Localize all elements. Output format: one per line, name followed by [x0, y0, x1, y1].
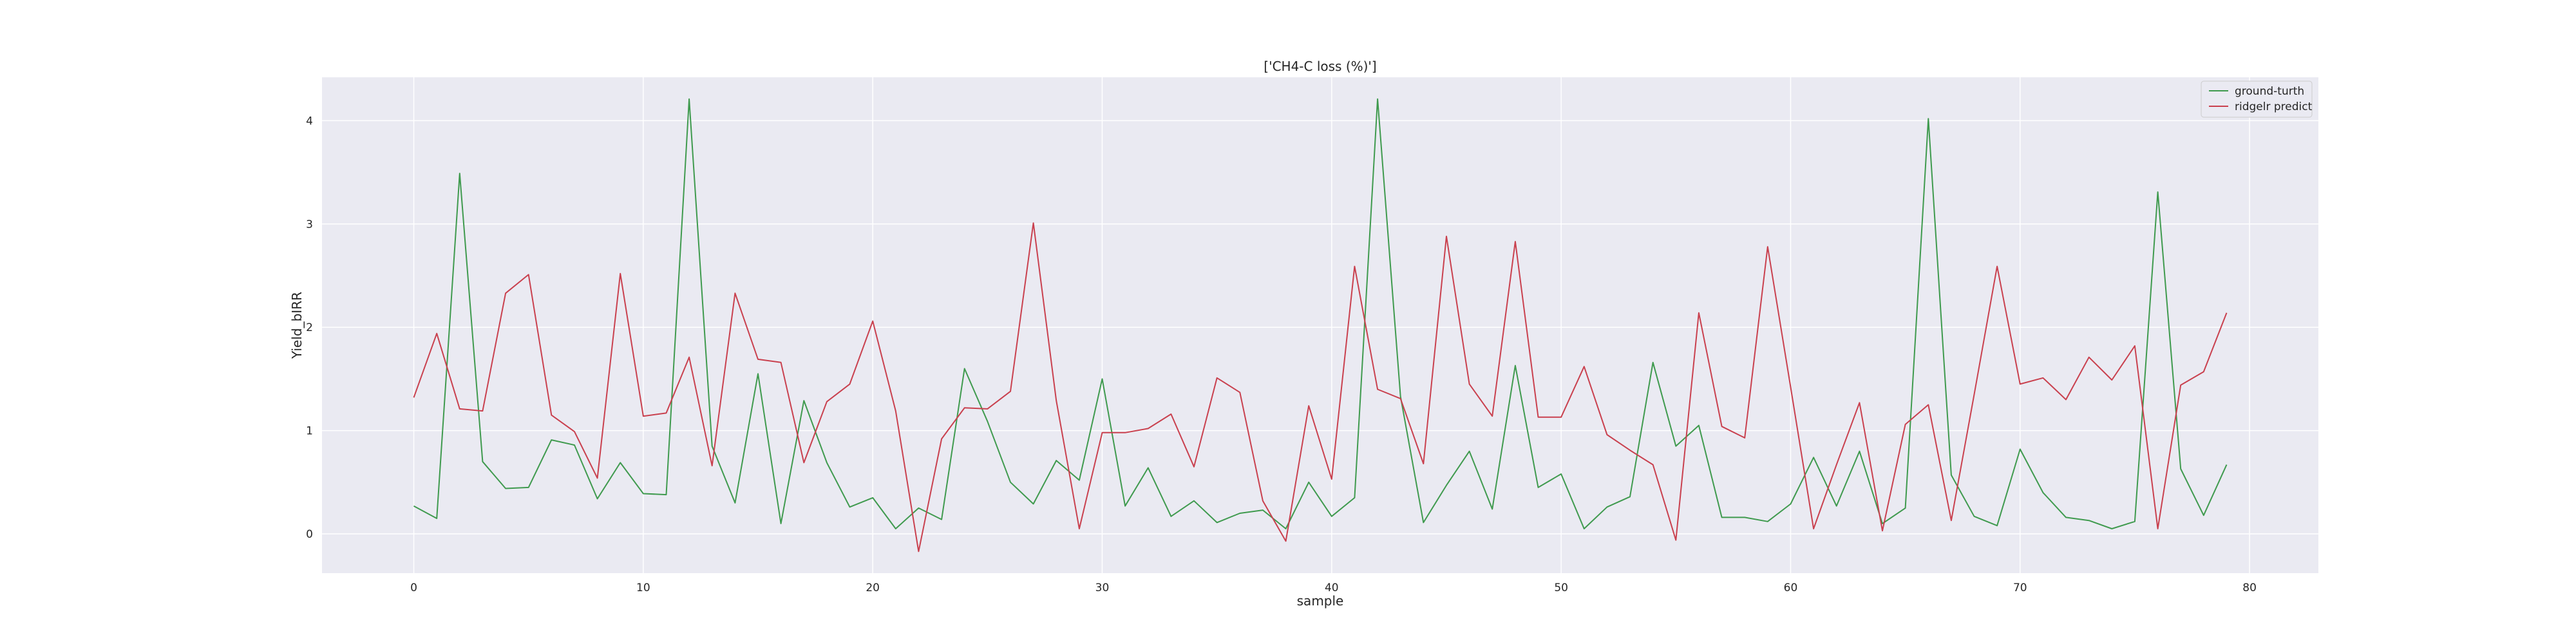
x-tick-label: 10: [636, 582, 650, 594]
y-axis-label: Yield_bIRR: [289, 292, 305, 359]
series-layer: [413, 98, 2228, 553]
chart-title: ['CH4-C loss (%)']: [1264, 59, 1376, 74]
series-line-ridgelr-predict: [413, 222, 2228, 553]
x-tick-label: 80: [2242, 582, 2257, 594]
legend-label-ridgelr-predict: ridgelr predict: [2235, 100, 2313, 113]
y-tick-label: 3: [306, 218, 313, 231]
series-line-ground-turth: [413, 98, 2228, 529]
legend-box: [2201, 80, 2313, 118]
grid-lines: [322, 77, 2318, 573]
x-tick-label: 0: [410, 582, 417, 594]
x-tick-label: 50: [1554, 582, 1568, 594]
plot-background: [322, 77, 2318, 573]
y-tick-label: 0: [306, 528, 313, 541]
y-tick-label: 4: [306, 115, 313, 128]
x-ticks: 0 10 20 30 40 50 60 70 80: [410, 582, 2257, 594]
y-ticks: 0 1 2 3 4: [306, 115, 313, 541]
y-tick-label: 1: [306, 425, 313, 438]
x-tick-label: 20: [866, 582, 880, 594]
x-tick-label: 70: [2013, 582, 2027, 594]
x-axis-label: sample: [1297, 593, 1344, 609]
legend: ground-turth ridgelr predict: [2201, 80, 2313, 118]
x-tick-label: 30: [1095, 582, 1110, 594]
y-tick-label: 2: [306, 321, 313, 334]
x-tick-label: 40: [1325, 582, 1339, 594]
x-tick-label: 60: [1784, 582, 1798, 594]
legend-label-ground-turth: ground-turth: [2235, 85, 2304, 98]
